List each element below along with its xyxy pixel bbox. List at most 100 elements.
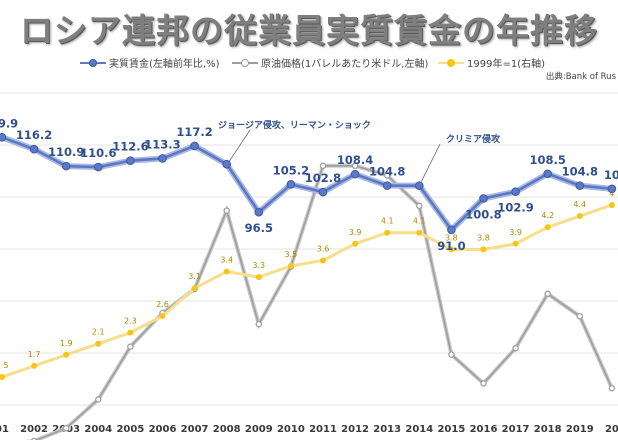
wage-data-label: 105.2: [273, 163, 309, 177]
wage-data-label: 112.6: [112, 140, 148, 154]
oil-point: [480, 380, 487, 387]
wage-data-label: 108.4: [337, 153, 373, 167]
x-tick-label: 2017: [502, 424, 530, 435]
index-point: [95, 340, 102, 347]
oil-point: [383, 172, 391, 179]
index-data-label: 1.7: [28, 350, 41, 359]
wage-data-label: 19.9: [0, 116, 18, 130]
index-data-label: 3.8: [445, 233, 458, 242]
index-data-label: 4.1: [381, 217, 394, 226]
oil-point: [576, 312, 584, 320]
index-point: [608, 201, 615, 208]
index-point: [480, 246, 487, 253]
wage-data-label: 117.2: [176, 125, 212, 139]
x-tick-label: 2013: [373, 424, 401, 435]
wage-data-label: 113.3: [144, 137, 180, 151]
oil-line: [34, 165, 613, 440]
index-point: [0, 374, 5, 380]
wage-point: [350, 169, 360, 179]
wage-point: [0, 133, 7, 142]
index-point: [544, 224, 551, 231]
x-tick-label: 2007: [181, 424, 209, 435]
index-point: [31, 362, 38, 369]
annotation-crimea: クリミア侵攻: [446, 133, 501, 145]
x-tick-label: 2018: [534, 424, 562, 435]
wage-point: [61, 161, 71, 171]
wage-point: [575, 181, 585, 190]
x-tick-label: 2010: [277, 424, 305, 435]
index-data-label: 4.1: [413, 217, 426, 226]
wage-point: [190, 141, 199, 151]
wage-point: [511, 187, 520, 197]
oil-point: [351, 162, 359, 170]
annotation-georgia-lehman: ジョージア侵攻、リーマン・ショック: [218, 119, 371, 131]
oil-point: [448, 351, 455, 358]
x-tick-label: 2004: [84, 424, 112, 435]
wage-point: [382, 181, 392, 190]
wage-data-label: 102.8: [305, 171, 341, 185]
legend-label-index: 1999年=1(右軸): [467, 59, 545, 70]
index-data-label: 2.6: [156, 300, 169, 309]
legend-label-oil: 原油価格(1バレルあたり米ドル,左軸): [261, 59, 429, 70]
index-data-label: 3.6: [317, 244, 330, 253]
index-point: [63, 351, 70, 358]
wage-point: [415, 181, 424, 190]
annotation-leader-line: [228, 129, 251, 163]
index-data-label: 3.9: [349, 228, 362, 237]
index-point: [159, 312, 166, 319]
oil-point: [255, 320, 263, 328]
wage-data-label: 104.8: [369, 165, 405, 179]
index-point: [416, 229, 423, 236]
gridlines: [0, 92, 618, 406]
wage-data-label: 91.0: [437, 239, 465, 253]
index-data-label: 3.1: [188, 272, 201, 281]
chart-legend: 実質賃金(左軸前年比,%) 原油価格(1バレルあたり米ドル,左軸) 1999年=…: [80, 55, 610, 70]
x-tick-label: 2011: [309, 424, 337, 435]
wage-line: [1, 136, 613, 232]
x-tick-label: 2005: [116, 424, 144, 435]
index-data-label: 2.1: [92, 328, 105, 337]
wage-data-label: 104.8: [562, 165, 598, 179]
index-data-label: 4: [609, 189, 614, 198]
index-point: [255, 274, 262, 281]
index-data-label: 3.5: [285, 250, 298, 259]
wage-data-label: 116.2: [16, 128, 52, 142]
wage-point: [479, 194, 488, 203]
x-tick-label: 01: [0, 424, 9, 435]
wage-point: [254, 207, 264, 217]
oil-point: [95, 396, 102, 403]
index-data-label: 3.3: [252, 261, 265, 270]
oil-point: [512, 344, 519, 352]
wage-data-label: 108.5: [530, 153, 566, 167]
oil-point: [319, 162, 327, 170]
chart-title: ロシア連邦の従業員実質賃金の年推移: [20, 11, 598, 50]
index-point: [127, 329, 134, 336]
wage-point: [94, 162, 103, 172]
wage-data-label: 110.9: [48, 145, 84, 159]
wage-data-label: 100.8: [465, 207, 501, 221]
legend-item-oil: 原油価格(1バレルあたり米ドル,左軸): [232, 55, 428, 70]
index-data-label: 1.9: [60, 339, 73, 348]
index-data-label: 5: [3, 361, 8, 370]
wage-data-label: 110.6: [80, 146, 116, 160]
wage-point: [318, 187, 328, 197]
x-tick-label: 2014: [405, 424, 433, 435]
index-data-label: 4.4: [573, 200, 586, 209]
index-series: 5 1.7 1.9 2.1 2.3 2.6 3.1 3.4 3.3 3.5 3.6 3.9 4.1 4.1…: [0, 189, 615, 380]
index-point: [448, 246, 455, 253]
oil-point: [127, 343, 134, 350]
wage-data-label: 10: [604, 168, 618, 182]
index-point: [320, 257, 326, 264]
index-data-label: 2.3: [124, 317, 137, 326]
oil-price-series: [23, 162, 616, 440]
annotation-leader-line: [420, 143, 441, 182]
x-tick-label: 2015: [437, 424, 465, 435]
x-tick-label: 2006: [149, 424, 177, 435]
oil-point: [62, 424, 70, 432]
x-tick-label: 2002: [20, 424, 48, 435]
x-tick-label: 2019: [566, 424, 594, 435]
wage-point: [126, 156, 135, 165]
index-point: [384, 229, 391, 236]
legend-item-wage: 実質賃金(左軸前年比,%): [80, 55, 219, 70]
